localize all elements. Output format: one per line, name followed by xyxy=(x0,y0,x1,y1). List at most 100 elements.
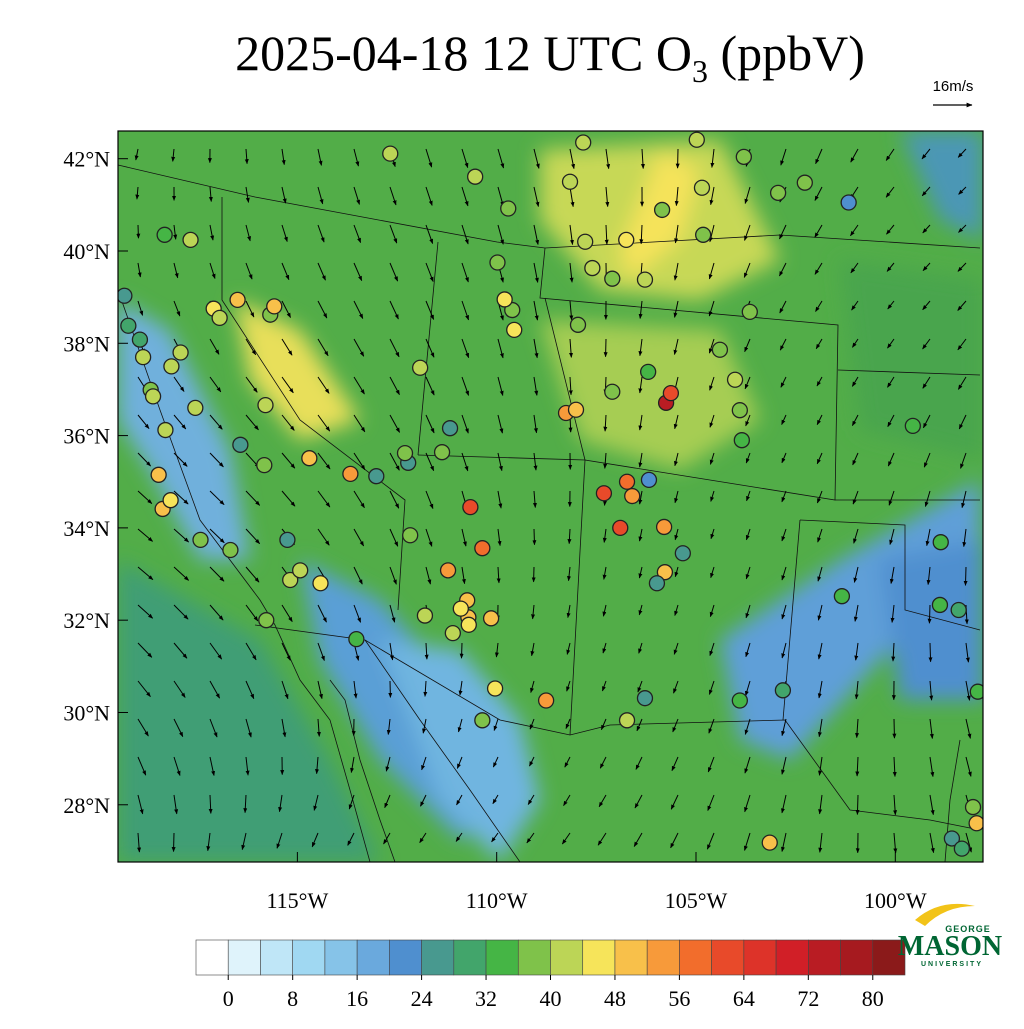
colorbar-box xyxy=(518,940,550,975)
colorbar-box xyxy=(551,940,583,975)
colorbar-box xyxy=(841,940,873,975)
station xyxy=(223,543,238,558)
title-subscript: 3 xyxy=(692,53,708,89)
colorbar-box xyxy=(679,940,711,975)
station xyxy=(675,546,690,561)
wind-arrow xyxy=(534,529,535,545)
colorbar-tick-label: 32 xyxy=(475,986,497,1011)
station xyxy=(417,608,432,623)
station xyxy=(571,317,586,332)
station xyxy=(641,472,656,487)
station xyxy=(728,372,743,387)
station xyxy=(613,520,628,535)
station xyxy=(637,272,652,287)
station xyxy=(151,467,166,482)
station xyxy=(841,195,856,210)
station xyxy=(484,611,499,626)
colorbar-box xyxy=(744,940,776,975)
station xyxy=(443,421,458,436)
wind-arrow xyxy=(929,605,930,623)
station xyxy=(954,841,969,856)
colorbar-tick-label: 24 xyxy=(411,986,433,1011)
colorbar-tick-label: 0 xyxy=(223,986,234,1011)
colorbar-box xyxy=(357,940,389,975)
station xyxy=(475,713,490,728)
station xyxy=(383,146,398,161)
colorbar-box xyxy=(325,940,357,975)
station xyxy=(488,681,503,696)
station xyxy=(905,418,920,433)
station xyxy=(689,132,704,147)
station xyxy=(951,603,966,618)
colorbar-box xyxy=(454,940,486,975)
colorbar-box xyxy=(486,940,518,975)
y-tick-label: 34°N xyxy=(63,516,110,541)
station xyxy=(834,589,849,604)
station xyxy=(771,185,786,200)
station xyxy=(403,528,418,543)
station xyxy=(258,398,273,413)
station xyxy=(762,835,777,850)
station xyxy=(578,234,593,249)
station xyxy=(230,292,245,307)
colorbar-box xyxy=(196,940,228,975)
station xyxy=(969,816,984,831)
y-tick-label: 38°N xyxy=(63,331,110,356)
y-tick-label: 28°N xyxy=(63,793,110,818)
y-tick-label: 30°N xyxy=(63,700,110,725)
colorbar-box xyxy=(293,940,325,975)
reference-vector-label: 16m/s xyxy=(933,78,974,95)
station xyxy=(605,384,620,399)
station xyxy=(267,299,282,314)
station xyxy=(563,174,578,189)
station xyxy=(712,342,727,357)
x-tick-label: 100°W xyxy=(864,888,927,913)
y-tick-label: 32°N xyxy=(63,608,110,633)
station xyxy=(157,227,172,242)
station xyxy=(637,691,652,706)
station xyxy=(349,632,364,647)
colorbar-box xyxy=(776,940,808,975)
station xyxy=(293,563,308,578)
station xyxy=(620,713,635,728)
y-tick-label: 42°N xyxy=(63,147,110,172)
station xyxy=(775,683,790,698)
station xyxy=(576,135,591,150)
station xyxy=(742,304,757,319)
station xyxy=(259,613,274,628)
station xyxy=(694,180,709,195)
station xyxy=(164,359,179,374)
colorbar-box xyxy=(422,940,454,975)
station xyxy=(475,541,490,556)
station xyxy=(398,446,413,461)
station xyxy=(797,175,812,190)
station xyxy=(696,227,711,242)
station xyxy=(163,493,178,508)
station xyxy=(146,389,161,404)
colorbar-tick-label: 64 xyxy=(733,986,755,1011)
colorbar-tick-label: 48 xyxy=(604,986,626,1011)
colorbar-tick-label: 56 xyxy=(668,986,690,1011)
field xyxy=(117,131,985,862)
title-unit: (ppbV) xyxy=(708,25,865,81)
station xyxy=(468,169,483,184)
station xyxy=(932,597,947,612)
y-tick-label: 36°N xyxy=(63,424,110,449)
station xyxy=(313,576,328,591)
station xyxy=(193,532,208,547)
colorbar-tick-label: 8 xyxy=(287,986,298,1011)
station xyxy=(663,386,678,401)
x-tick-label: 115°W xyxy=(267,888,329,913)
station xyxy=(501,201,516,216)
x-tick-label: 105°W xyxy=(665,888,728,913)
station xyxy=(657,519,672,534)
logo-text: UNIVERSITY xyxy=(921,961,983,968)
station xyxy=(734,433,749,448)
station xyxy=(966,800,981,815)
colorbar-box xyxy=(389,940,421,975)
station xyxy=(569,402,584,417)
station xyxy=(212,310,227,325)
station xyxy=(188,400,203,415)
station xyxy=(933,535,948,550)
